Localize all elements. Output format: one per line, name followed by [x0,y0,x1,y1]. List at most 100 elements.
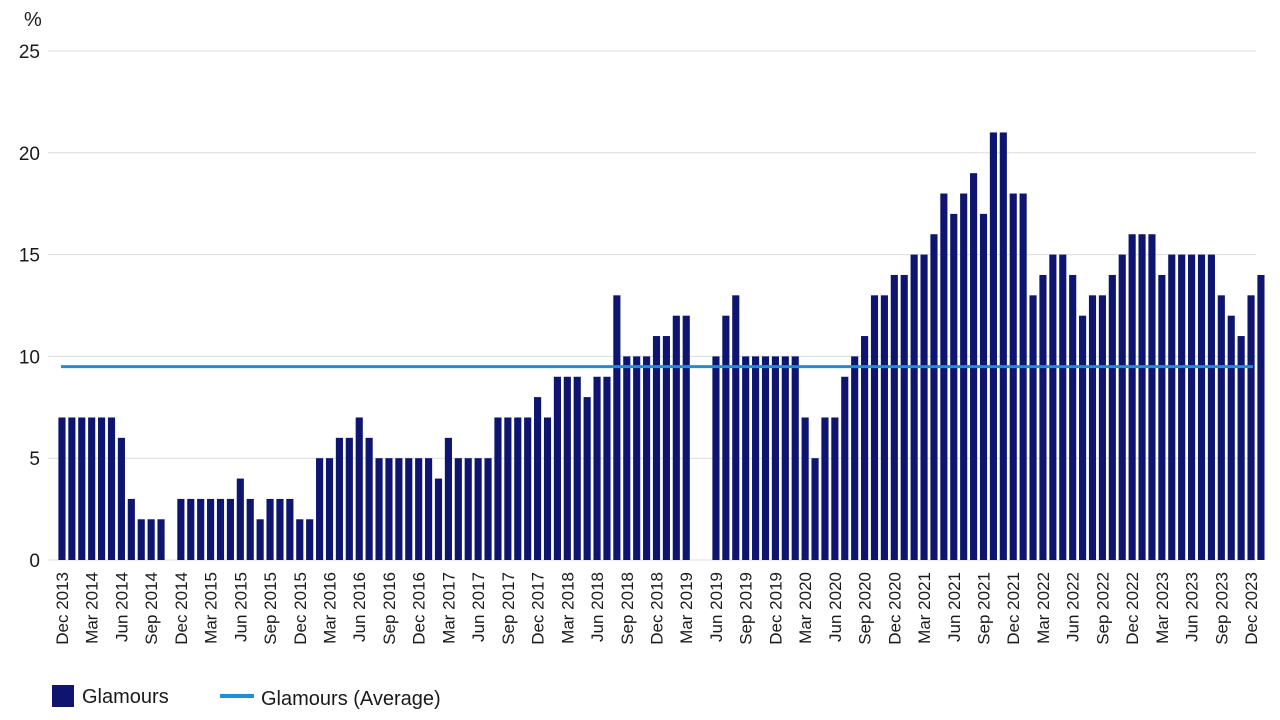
bar [1237,336,1245,560]
bar [266,498,274,560]
bar [831,417,839,560]
x-tick-label: Sep 2018 [618,572,637,645]
x-tick-label: Mar 2021 [915,572,934,644]
bar [900,274,908,560]
bar [415,458,423,560]
x-tick-label: Dec 2021 [1004,572,1023,645]
bar [543,417,552,560]
bar [1138,234,1146,561]
bar [712,356,720,560]
bar [395,458,403,560]
bar [851,356,859,560]
x-tick-label: Dec 2017 [529,572,548,645]
bar [375,458,383,560]
bar [78,417,86,560]
bar [325,458,334,560]
x-tick-label: Mar 2019 [677,572,696,644]
bar [563,376,571,560]
x-tick-label: Jun 2019 [707,572,726,642]
bar [841,376,849,560]
x-tick-label: Dec 2014 [172,572,191,645]
bar [979,213,988,560]
bar [940,193,948,560]
bar [791,356,799,560]
bar [999,132,1007,560]
bar [306,519,314,560]
bar [1217,295,1225,560]
x-tick-label: Mar 2023 [1153,572,1172,644]
bar [464,458,472,560]
bar [1188,254,1196,560]
bar [920,254,928,560]
bar [1088,295,1097,560]
y-unit-label: % [24,9,42,31]
bar [335,437,343,560]
bars [58,132,1265,561]
bar [365,437,373,560]
bar [1069,274,1077,560]
bar [1128,234,1136,561]
bar [583,397,591,560]
legend-swatch-glamours [52,685,74,707]
bar [157,519,165,560]
x-tick-label: Sep 2023 [1212,572,1231,645]
x-tick-label: Mar 2018 [558,572,577,644]
x-tick-label: Jun 2014 [112,572,131,642]
bar [454,458,462,560]
bar [355,417,363,560]
legend-label-glamours: Glamours [82,686,169,708]
bar [68,417,76,560]
bar [652,336,661,560]
bar [385,458,393,560]
x-tick-label: Mar 2014 [83,572,102,644]
bar [761,356,770,560]
bar [316,458,324,560]
x-tick-label: Jun 2021 [945,572,964,642]
bar [1227,315,1235,560]
bar [1108,274,1116,560]
bar [1257,274,1265,560]
bar [345,437,353,560]
bar [1118,254,1126,560]
bar [246,498,254,560]
axes: 0 5 10 15 20 25 Dec 2013 Mar 2014 Jun 2014 Sep 20… [19,42,1261,645]
y-tick-label: 20 [19,144,40,165]
bar [514,417,522,560]
bar [405,458,413,560]
bar [1168,254,1176,560]
bar [633,356,641,560]
x-tick-label: Sep 2015 [261,572,280,645]
x-tick-label: Sep 2016 [380,572,399,645]
bar [1009,193,1017,560]
bar [484,458,492,560]
bar [781,356,789,560]
bar [1079,315,1087,560]
bar [573,376,581,560]
bar [811,458,819,560]
bar [989,132,997,560]
bar [534,397,542,560]
bar [147,519,155,560]
bar [137,519,145,560]
bar [771,356,779,560]
x-tick-label: Dec 2019 [766,572,785,645]
bar [682,315,690,560]
bar [623,356,631,560]
bar [1247,295,1255,560]
x-tick-label: Sep 2017 [499,572,518,645]
x-tick-label: Mar 2017 [439,572,458,644]
y-tick-label: 10 [19,347,40,368]
x-tick-label: Dec 2016 [410,572,429,645]
x-tick-label: Dec 2013 [53,572,72,645]
x-tick-label: Jun 2017 [469,572,488,642]
bar [1178,254,1186,560]
x-tick-label: Mar 2022 [1034,572,1053,644]
x-tick-label: Jun 2018 [588,572,607,642]
bar [1197,254,1206,560]
bar [256,519,264,560]
bar [98,417,106,560]
bar [1098,295,1106,560]
bar [276,498,284,560]
